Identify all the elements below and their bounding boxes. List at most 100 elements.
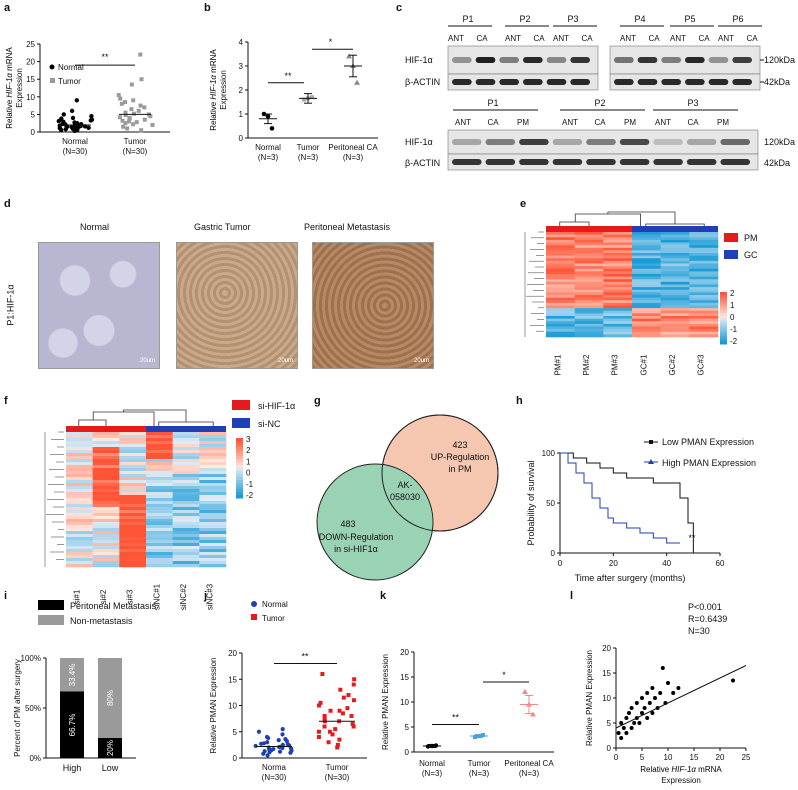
f-cell xyxy=(66,462,93,466)
e-cell xyxy=(574,268,604,272)
a-point-tumor xyxy=(150,122,155,127)
f-cell xyxy=(92,435,120,439)
f-cell xyxy=(119,534,147,538)
e-cell xyxy=(546,287,575,291)
e-cell xyxy=(546,239,575,243)
e-cell xyxy=(689,250,719,254)
f-cell xyxy=(119,540,147,544)
f-cell xyxy=(92,474,120,478)
c-actin-bottom-band xyxy=(686,159,717,165)
f-cell xyxy=(92,516,120,520)
e-cell xyxy=(574,260,604,264)
c-hif-top-left-band xyxy=(499,57,519,63)
j-point-tumor xyxy=(351,698,356,703)
f-cell xyxy=(172,480,200,484)
f-cell xyxy=(172,453,200,457)
f-cell xyxy=(66,483,93,487)
c-hif-top-right-band xyxy=(732,57,752,63)
f-cell xyxy=(119,513,147,517)
f-cell xyxy=(172,564,200,568)
i-bar-non xyxy=(60,658,84,692)
c-actin-bottom-band xyxy=(619,159,650,165)
e-cell xyxy=(603,276,633,280)
e-cell xyxy=(689,318,719,322)
e-cell xyxy=(546,316,575,319)
f-cell xyxy=(199,474,227,478)
f-cell xyxy=(119,519,147,523)
j-point-tumor xyxy=(322,716,327,721)
h-xtick-label: 60 xyxy=(716,559,725,568)
j-xtick-label: Tumor xyxy=(326,763,349,772)
f-cell xyxy=(172,543,200,547)
f-cell xyxy=(119,546,147,550)
e-cell xyxy=(689,245,719,249)
h-sig: ** xyxy=(688,533,696,543)
i-bar-pm xyxy=(98,738,122,758)
f-cell xyxy=(119,468,147,472)
f-cell xyxy=(199,540,227,544)
f-cell xyxy=(66,444,93,448)
e-cell xyxy=(574,300,604,304)
f-cell xyxy=(199,477,227,481)
f-cell xyxy=(66,474,93,478)
l-point xyxy=(650,711,655,715)
b-point xyxy=(302,97,306,102)
f-cell xyxy=(199,552,227,556)
f-cell xyxy=(66,465,93,469)
e-cell xyxy=(574,239,604,243)
i-bar-non xyxy=(98,658,122,738)
f-colorbar-seg xyxy=(236,447,243,451)
e-cell xyxy=(603,331,633,335)
f-cell xyxy=(92,462,120,466)
f-cell xyxy=(199,495,227,499)
e-cell xyxy=(603,329,633,333)
h-ytick-label: 0 xyxy=(551,549,556,558)
a-point-normal xyxy=(59,116,64,121)
e-cell xyxy=(574,334,604,338)
l-point xyxy=(634,701,639,705)
f-cell xyxy=(66,507,93,511)
c-actin-bottom-band xyxy=(653,159,683,165)
f-colorbar-seg xyxy=(236,438,243,442)
e-cell xyxy=(689,232,719,235)
k-ytick-label: 10 xyxy=(400,698,409,707)
e-cell xyxy=(574,326,604,330)
e-cell xyxy=(660,284,690,288)
f-cell xyxy=(172,498,200,502)
panel-letter-h: h xyxy=(516,395,523,407)
e-cell xyxy=(689,313,719,317)
panel-letter-g: g xyxy=(314,395,321,407)
l-point xyxy=(650,686,655,690)
j-point-normal xyxy=(264,734,270,740)
f-cell xyxy=(119,549,147,553)
f-cell xyxy=(172,519,200,523)
f-cell xyxy=(92,510,120,514)
f-cell xyxy=(119,480,147,484)
c-hif-top-right-band xyxy=(708,57,729,63)
e-cell xyxy=(574,234,604,238)
f-group-bar-si xyxy=(66,426,146,432)
e-cell xyxy=(546,331,575,335)
j-point-normal xyxy=(280,732,285,737)
f-cell xyxy=(92,513,120,517)
g-down-label1: DOWN-Regulation xyxy=(319,532,394,542)
f-cell xyxy=(172,522,200,526)
f-cell xyxy=(146,501,173,505)
f-cell xyxy=(66,480,93,484)
e-legend-pm-swatch xyxy=(724,233,738,242)
e-cell xyxy=(546,263,575,267)
c-actin-label: β-ACTIN xyxy=(405,77,440,87)
f-cell xyxy=(199,486,227,490)
j-legend-normal: Normal xyxy=(262,600,288,609)
f-cell xyxy=(146,480,173,484)
e-cell xyxy=(660,260,690,264)
e-cell xyxy=(574,321,604,325)
a-xtick-label: Normal xyxy=(62,137,88,146)
c-lane-ca: CA xyxy=(476,34,488,43)
h-legend-high: High PMAN Expression xyxy=(662,458,756,468)
f-cell xyxy=(199,432,227,436)
e-side-dendrogram xyxy=(524,231,544,337)
b-ytick-label: 3 xyxy=(239,62,244,71)
e-cell xyxy=(689,247,719,251)
f-sample-label: si#2 xyxy=(99,589,108,604)
